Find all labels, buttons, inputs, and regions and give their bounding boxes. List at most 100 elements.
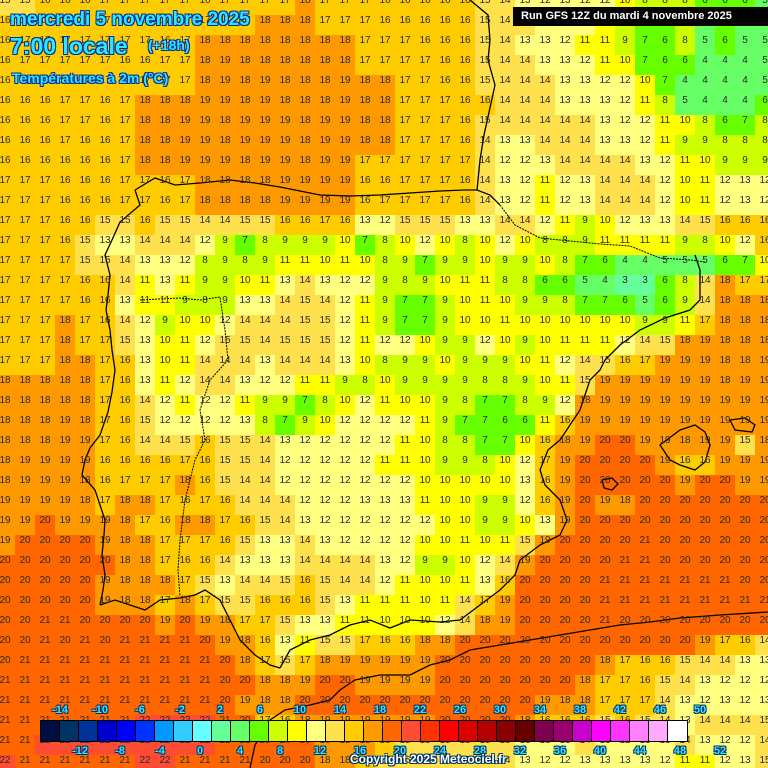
- temperature-value: 12: [319, 455, 331, 466]
- temperature-value: 17: [399, 115, 411, 126]
- temperature-value: 18: [179, 515, 191, 526]
- field-cell: [375, 275, 395, 295]
- temperature-value: 11: [599, 235, 611, 246]
- temperature-value: 7: [502, 435, 508, 446]
- field-cell: [315, 95, 335, 115]
- field-cell: [655, 55, 675, 75]
- temperature-value: 13: [339, 355, 351, 366]
- field-cell: [575, 95, 595, 115]
- temperature-value: 19: [319, 175, 331, 186]
- temperature-value: 13: [139, 335, 151, 346]
- temperature-value: 14: [519, 95, 531, 106]
- temperature-value: 12: [719, 675, 731, 686]
- field-cell: [535, 315, 555, 335]
- temperature-value: 8: [542, 235, 548, 246]
- temperature-value: 19: [559, 495, 571, 506]
- temperature-value: 9: [462, 355, 468, 366]
- temperature-value: 7: [502, 395, 508, 406]
- temperature-value: 12: [359, 455, 371, 466]
- temperature-value: 15: [299, 335, 311, 346]
- temperature-value: 14: [519, 215, 531, 226]
- field-cell: [195, 275, 215, 295]
- temperature-value: 10: [619, 0, 631, 6]
- legend-swatch: [212, 721, 231, 741]
- temperature-value: 8: [642, 0, 648, 6]
- field-cell: [275, 275, 295, 295]
- temperature-value: 21: [179, 755, 191, 766]
- temperature-value: 18: [319, 755, 331, 766]
- temperature-value: 17: [359, 35, 371, 46]
- field-cell: [275, 55, 295, 75]
- field-cell: [275, 115, 295, 135]
- field-cell: [55, 0, 75, 15]
- temperature-value: 19: [179, 135, 191, 146]
- field-cell: [155, 35, 175, 55]
- temperature-value: 7: [482, 415, 488, 426]
- temperature-value: 8: [382, 355, 388, 366]
- field-cell: [15, 315, 35, 335]
- field-cell: [0, 15, 15, 35]
- temperature-value: 14: [119, 255, 131, 266]
- temperature-value: 19: [419, 655, 431, 666]
- temperature-value: 9: [622, 35, 628, 46]
- temperature-value: 18: [239, 95, 251, 106]
- temperature-value: 11: [179, 275, 191, 286]
- temperature-value: 13: [359, 495, 371, 506]
- field-cell: [35, 155, 55, 175]
- field-cell: [555, 315, 575, 335]
- field-cell: [255, 75, 275, 95]
- field-cell: [15, 295, 35, 315]
- field-cell: [335, 0, 355, 15]
- temperature-value: 19: [259, 75, 271, 86]
- temperature-value: 17: [79, 315, 91, 326]
- temperature-value: 12: [499, 235, 511, 246]
- field-cell: [695, 35, 715, 55]
- temperature-value: 19: [659, 435, 671, 446]
- temperature-value: 18: [239, 635, 251, 646]
- temperature-value: 16: [0, 115, 11, 126]
- temperature-value: 20: [659, 555, 671, 566]
- temperature-value: 12: [399, 555, 411, 566]
- temperature-value: 19: [599, 375, 611, 386]
- field-cell: [315, 315, 335, 335]
- field-cell: [275, 315, 295, 335]
- temperature-value: 15: [299, 315, 311, 326]
- field-cell: [735, 135, 755, 155]
- temperature-value: 20: [679, 615, 691, 626]
- temperature-value: 12: [319, 435, 331, 446]
- field-cell: [515, 95, 535, 115]
- temperature-value: 19: [59, 435, 71, 446]
- temperature-value: 17: [139, 475, 151, 486]
- temperature-value: 11: [399, 455, 411, 466]
- temperature-value: 20: [99, 615, 111, 626]
- temperature-value: 10: [319, 415, 331, 426]
- temperature-value: 19: [219, 155, 231, 166]
- temperature-value: 19: [59, 455, 71, 466]
- temperature-value: 11: [659, 115, 671, 126]
- temperature-value: 18: [279, 75, 291, 86]
- temperature-value: 21: [79, 755, 91, 766]
- field-cell: [435, 215, 455, 235]
- temperature-value: 10: [419, 575, 431, 586]
- field-cell: [415, 335, 435, 355]
- temperature-value: 18: [119, 515, 131, 526]
- field-cell: [355, 135, 375, 155]
- field-cell: [15, 115, 35, 135]
- field-cell: [375, 215, 395, 235]
- field-cell: [275, 15, 295, 35]
- field-cell: [0, 175, 15, 195]
- field-cell: [195, 135, 215, 155]
- temperature-value: 14: [219, 355, 231, 366]
- temperature-value: 16: [219, 535, 231, 546]
- field-cell: [115, 115, 135, 135]
- field-cell: [315, 0, 335, 15]
- field-cell: [675, 55, 695, 75]
- legend-tick-label: 38: [573, 704, 587, 716]
- temperature-value: 18: [259, 675, 271, 686]
- temperature-value: 13: [299, 515, 311, 526]
- temperature-value: 20: [619, 515, 631, 526]
- legend-tick-label: 48: [673, 745, 687, 757]
- temperature-value: 19: [639, 375, 651, 386]
- temperature-value: 17: [399, 135, 411, 146]
- field-cell: [35, 235, 55, 255]
